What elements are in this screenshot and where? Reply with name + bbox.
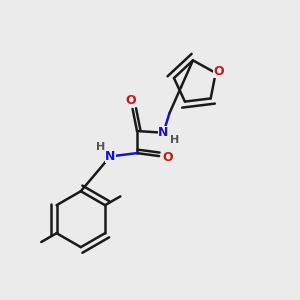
Text: N: N <box>105 150 116 163</box>
Text: O: O <box>163 151 173 164</box>
Text: H: H <box>170 135 179 145</box>
Text: N: N <box>158 126 169 139</box>
Text: H: H <box>96 142 105 152</box>
Text: O: O <box>126 94 136 107</box>
Text: O: O <box>213 65 224 78</box>
